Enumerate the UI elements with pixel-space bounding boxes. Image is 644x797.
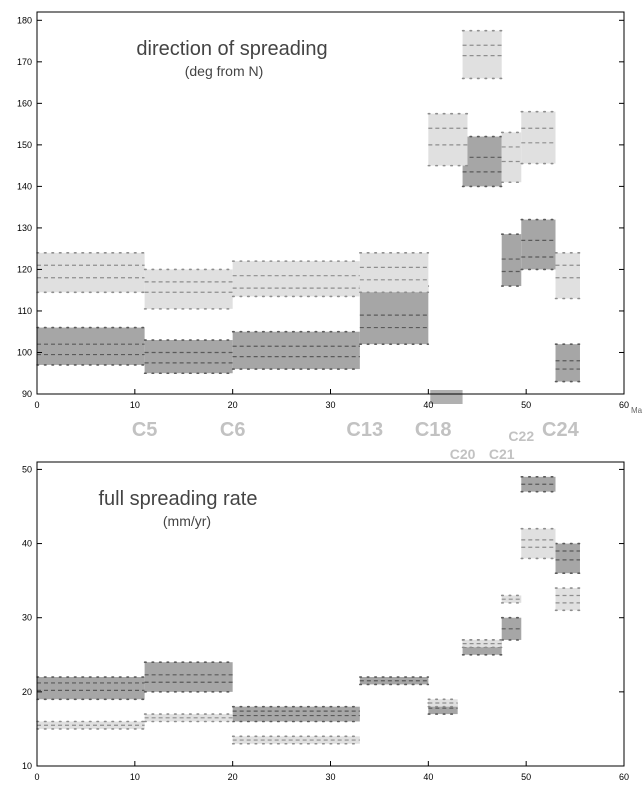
y-tick-label-40: 40 <box>22 539 32 549</box>
range-box-light-8 <box>521 111 556 164</box>
y-tick-label-180: 180 <box>17 15 32 25</box>
x-tick-label-60: 60 <box>619 772 629 782</box>
rate-boxes <box>36 476 581 745</box>
rate-title: full spreading rate <box>99 488 258 510</box>
y-tick-label-10: 10 <box>22 761 32 771</box>
x-tick-label-50: 50 <box>521 772 531 782</box>
chron-label-c21: C21 <box>489 446 515 462</box>
y-tick-label-130: 130 <box>17 223 32 233</box>
range-box-dark-5 <box>462 136 502 187</box>
rate-subtitle: (mm/yr) <box>163 513 211 529</box>
range-box-light-6 <box>462 30 502 79</box>
range-box-dark-2 <box>144 340 233 374</box>
y-tick-label-140: 140 <box>17 181 32 191</box>
y-tick-label-30: 30 <box>22 613 32 623</box>
range-box-dark-8 <box>555 344 580 382</box>
range-box-light-9 <box>555 252 580 299</box>
x-tick-label-10: 10 <box>130 400 140 410</box>
range-box-light-5 <box>462 639 502 648</box>
range-box-dark-1 <box>37 677 145 700</box>
range-box-dark-1 <box>37 327 145 365</box>
x-tick-label-60: 60 <box>619 400 629 410</box>
y-tick-label-90: 90 <box>22 389 32 399</box>
chron-label-c13: C13 <box>346 419 383 441</box>
range-box-light-5 <box>428 113 468 166</box>
range-box-dark-7 <box>521 219 556 270</box>
chron-label-c24: C24 <box>542 419 580 441</box>
x-tick-label-0: 0 <box>34 400 39 410</box>
direction-chart: 0 10 20 30 40 50 60 90 100 110 120 130 140 150 160 170 1… <box>17 11 643 462</box>
range-box-dark-2 <box>144 662 233 692</box>
range-box-dark-9 <box>555 543 580 574</box>
y-tick-label-110: 110 <box>18 306 32 316</box>
x-tick-label-40: 40 <box>423 772 433 782</box>
chron-label-c5: C5 <box>132 419 158 441</box>
x-tick-label-30: 30 <box>325 400 335 410</box>
range-box-light-1 <box>37 252 145 293</box>
range-box-dark-4 <box>359 677 429 685</box>
y-tick-label-170: 170 <box>17 57 32 67</box>
chron-labels: C5 C6 C13 C18 C22 C24 C20 C21 <box>132 419 580 462</box>
x-unit-label: Ma <box>631 406 643 415</box>
chron-label-c22: C22 <box>508 428 534 444</box>
y-tick-label-120: 120 <box>17 264 32 274</box>
x-tick-label-20: 20 <box>228 772 238 782</box>
chron-label-c6: C6 <box>220 419 246 441</box>
range-box-light-3 <box>232 261 360 297</box>
chron-marker-bar <box>430 390 463 404</box>
range-box-light-1 <box>37 721 145 729</box>
chron-label-c18: C18 <box>415 419 452 441</box>
range-box-light-7 <box>501 132 522 183</box>
range-box-light-8 <box>555 588 580 611</box>
range-box-dark-6 <box>501 234 522 287</box>
range-box-light-7 <box>521 528 556 559</box>
x-tick-label-10: 10 <box>130 772 140 782</box>
direction-boxes <box>36 29 581 383</box>
range-box-light-2 <box>144 269 233 309</box>
y-tick-label-50: 50 <box>22 464 32 474</box>
y-tick-label-20: 20 <box>22 687 32 697</box>
direction-title: direction of spreading <box>136 38 327 60</box>
y-tick-label-150: 150 <box>17 140 32 150</box>
x-tick-label-40: 40 <box>423 400 433 410</box>
chron-markers <box>430 390 463 404</box>
y-tick-label-160: 160 <box>17 98 32 108</box>
range-box-dark-3 <box>232 331 360 370</box>
x-tick-label-50: 50 <box>521 400 531 410</box>
x-tick-label-20: 20 <box>228 400 238 410</box>
chron-label-c20: C20 <box>450 446 476 462</box>
x-tick-label-0: 0 <box>34 772 39 782</box>
range-box-dark-3 <box>232 706 360 722</box>
range-box-light-4 <box>359 252 429 293</box>
x-tick-label-30: 30 <box>325 772 335 782</box>
y-tick-label-100: 100 <box>17 347 32 357</box>
direction-subtitle: (deg from N) <box>185 63 264 79</box>
direction-axes: 0 10 20 30 40 50 60 90 100 110 120 130 140 150 160 170 1… <box>17 15 629 410</box>
